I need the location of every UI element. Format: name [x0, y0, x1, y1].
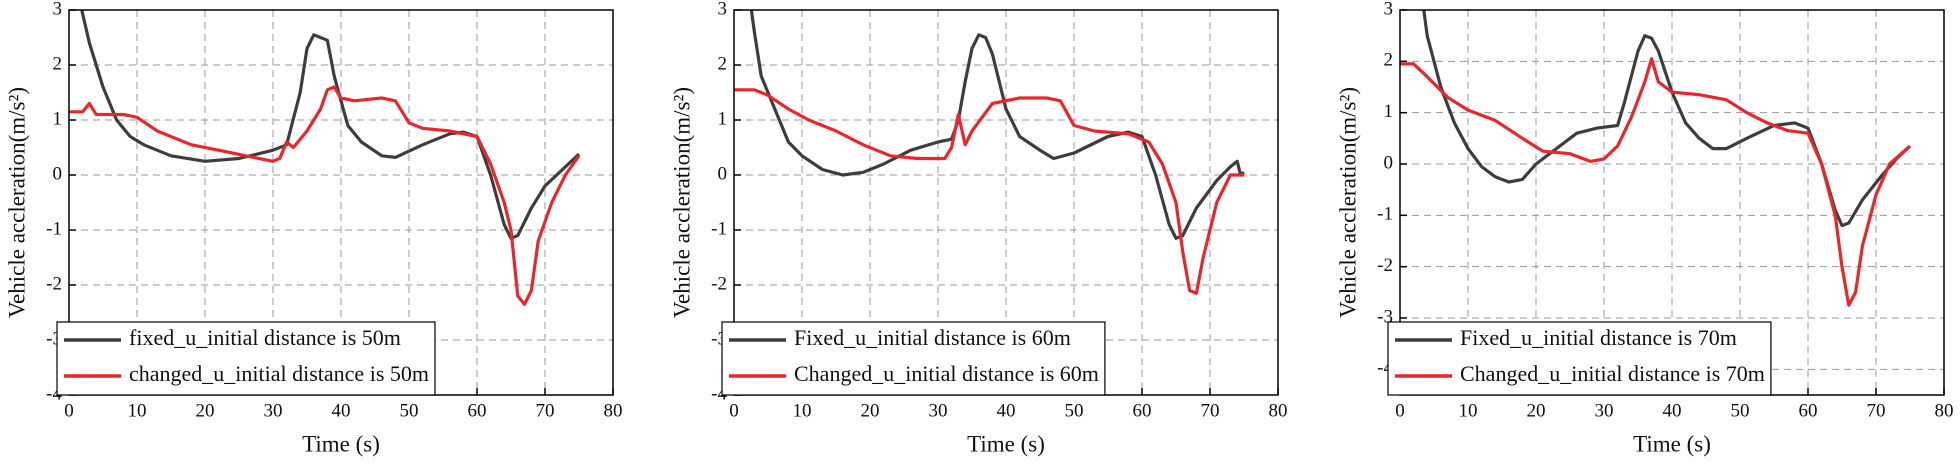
legend-label: Changed_u_initial distance is 70m — [1460, 361, 1765, 386]
y-tick-label: 0 — [1384, 152, 1394, 173]
x-tick-label: 70 — [1867, 400, 1886, 421]
legend-box — [1387, 321, 1772, 396]
y-axis-label: Vehicle accleration(m/s²) — [4, 87, 29, 318]
x-tick-label: 20 — [196, 400, 215, 421]
legend-label: Changed_u_initial distance is 60m — [794, 361, 1099, 386]
data-line — [1422, 10, 1912, 228]
y-tick-label: 1 — [718, 108, 728, 129]
y-tick-label: -1 — [711, 218, 727, 239]
y-tick-label: 1 — [1384, 101, 1394, 122]
y-tick-label: 0 — [718, 163, 728, 184]
x-tick-label: 70 — [536, 400, 555, 421]
x-tick-label: 80 — [1269, 400, 1288, 421]
y-tick-label: 0 — [53, 163, 63, 184]
x-tick-label: 80 — [604, 400, 623, 421]
x-axis-label: Time (s) — [1633, 431, 1711, 456]
y-tick-label: -1 — [46, 218, 62, 239]
legend-label: fixed_u_initial distance is 50m — [129, 325, 401, 350]
y-tick-label: -2 — [711, 273, 727, 294]
x-tick-label: 30 — [1595, 400, 1614, 421]
legend-label: Fixed_u_initial distance is 70m — [1460, 325, 1737, 350]
y-tick-label: -2 — [1377, 255, 1393, 276]
data-line — [69, 85, 581, 306]
y-tick-label: 2 — [1384, 50, 1394, 71]
x-tick-label: 40 — [1663, 400, 1682, 421]
y-tick-label: -2 — [46, 273, 62, 294]
y-tick-label: -1 — [1377, 204, 1393, 225]
x-tick-label: 60 — [1133, 400, 1152, 421]
x-tick-label: 40 — [332, 400, 351, 421]
data-line — [80, 10, 581, 240]
x-tick-label: 60 — [1799, 400, 1818, 421]
x-tick-label: 20 — [861, 400, 880, 421]
x-tick-label: 10 — [793, 400, 812, 421]
legend-label: changed_u_initial distance is 50m — [129, 361, 429, 386]
legend: Fixed_u_initial distance is 60m Changed_u… — [721, 321, 1106, 396]
x-tick-label: 30 — [264, 400, 283, 421]
data-line — [1400, 57, 1912, 307]
legend: fixed_u_initial distance is 50m changed_u… — [56, 321, 436, 396]
data-line — [734, 88, 1244, 295]
y-axis-label: Vehicle accleration(m/s²) — [669, 87, 694, 318]
y-tick-label: 3 — [1384, 0, 1394, 19]
x-axis-label: Time (s) — [302, 431, 380, 456]
x-tick-label: 0 — [64, 400, 74, 421]
legend-box — [721, 321, 1106, 396]
x-tick-label: 0 — [729, 400, 739, 421]
x-tick-label: 70 — [1201, 400, 1220, 421]
x-tick-label: 50 — [400, 400, 419, 421]
legend-box — [56, 321, 436, 396]
x-tick-label: 80 — [1935, 400, 1954, 421]
y-tick-label: 3 — [718, 0, 728, 19]
x-tick-label: 10 — [128, 400, 147, 421]
y-tick-label: 2 — [718, 53, 728, 74]
x-axis-label: Time (s) — [967, 431, 1045, 456]
x-tick-label: 0 — [1395, 400, 1405, 421]
y-tick-label: 2 — [53, 53, 63, 74]
data-line — [749, 10, 1245, 240]
x-tick-label: 20 — [1527, 400, 1546, 421]
y-axis-label: Vehicle accleration(m/s²) — [1335, 87, 1360, 318]
x-tick-label: 60 — [468, 400, 487, 421]
y-tick-label: 3 — [53, 0, 63, 19]
x-tick-label: 50 — [1731, 400, 1750, 421]
x-tick-label: 40 — [997, 400, 1016, 421]
y-tick-label: 1 — [53, 108, 63, 129]
x-tick-label: 50 — [1065, 400, 1084, 421]
x-tick-label: 10 — [1459, 400, 1478, 421]
legend-label: Fixed_u_initial distance is 60m — [794, 325, 1071, 350]
legend: Fixed_u_initial distance is 70m Changed_u… — [1387, 321, 1772, 396]
x-tick-label: 30 — [929, 400, 948, 421]
